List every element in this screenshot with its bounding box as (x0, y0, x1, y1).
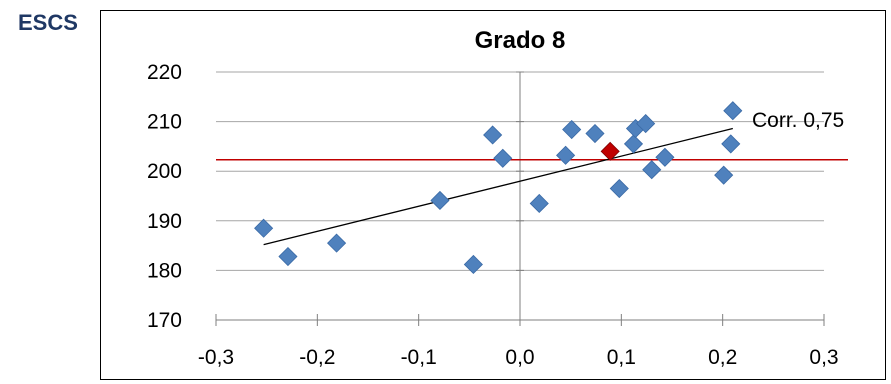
tick-labels: 170 180 190 200 210 220 -0,3 -0,2 -0,1 0,0 0,1 0,2 0… (147, 61, 839, 369)
data-point (430, 190, 450, 211)
data-point (483, 125, 503, 145)
data-point (529, 193, 549, 214)
data-point (463, 254, 483, 275)
y-tick-label: 170 (147, 309, 182, 332)
data-point (493, 148, 513, 168)
data-point (714, 165, 734, 185)
data-point (278, 246, 298, 267)
data-point (562, 119, 582, 140)
x-tick-label: -0,1 (401, 346, 437, 369)
y-tick-label: 220 (147, 61, 182, 84)
x-tick-label: 0,1 (607, 346, 636, 369)
data-point (609, 178, 629, 199)
data-point (254, 218, 274, 238)
data-points (254, 101, 743, 275)
y-tick-label: 200 (147, 160, 182, 183)
data-point (655, 147, 675, 167)
chart-frame (100, 10, 886, 380)
outer-label-escs: ESCS (18, 10, 78, 35)
data-point (721, 134, 741, 154)
data-point (636, 114, 656, 134)
x-tick-label: 0,0 (505, 346, 534, 369)
y-tick-label: 210 (147, 111, 182, 134)
chart-title: Grado 8 (475, 27, 566, 54)
x-tick-label: 0,2 (708, 346, 737, 369)
correlation-label: Corr. 0,75 (752, 109, 844, 132)
data-point (585, 123, 605, 144)
y-tick-label: 180 (147, 259, 182, 282)
y-tick-label: 190 (147, 210, 182, 233)
x-tick-label: -0,3 (198, 346, 234, 369)
trendline (263, 127, 733, 246)
x-tick-label: 0,3 (809, 346, 838, 369)
data-point (327, 233, 347, 253)
data-point (623, 134, 644, 154)
data-point (723, 101, 743, 121)
axes (215, 71, 825, 326)
highlight-point (600, 141, 620, 161)
x-tick-label: -0,2 (299, 346, 335, 369)
data-point (556, 145, 576, 165)
data-point (642, 160, 662, 180)
